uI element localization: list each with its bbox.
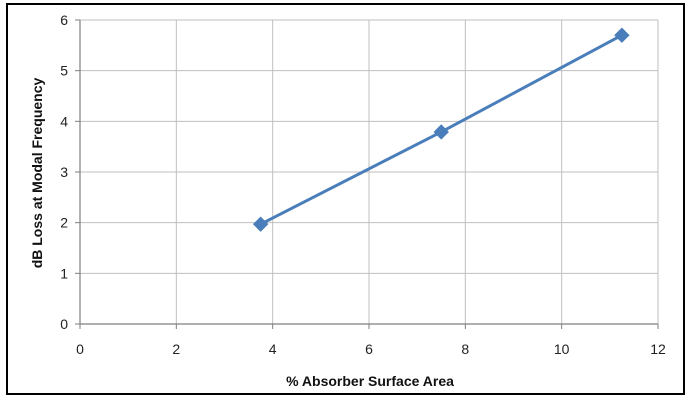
x-tick-label: 4 [269,341,277,357]
y-tick-labels: 0 1 2 3 4 5 6 [60,12,68,332]
x-tick-label: 2 [172,341,180,357]
y-tick-label: 6 [60,12,68,28]
y-tick-label: 5 [60,63,68,79]
data-point-marker [433,124,449,140]
gridlines [79,19,659,325]
y-tick-label: 4 [60,113,68,129]
y-tick-label: 1 [60,265,68,281]
x-tick-label: 10 [554,341,570,357]
x-tick-label: 0 [76,341,84,357]
axes [75,19,659,329]
x-tick-label: 8 [461,341,469,357]
data-point-marker [252,216,269,232]
x-tick-labels: 0 2 4 6 8 10 12 [76,341,666,357]
x-tick-label: 12 [650,341,666,357]
x-tick-label: 6 [365,341,373,357]
series-group [252,27,630,232]
chart-frame [6,3,685,395]
data-point-marker [614,27,630,43]
y-tick-label: 0 [60,316,68,332]
y-axis-title: dB Loss at Modal Frequency [29,77,45,268]
x-axis-title: % Absorber Surface Area [286,373,454,389]
y-tick-label: 2 [60,215,68,231]
y-tick-label: 3 [60,164,68,180]
